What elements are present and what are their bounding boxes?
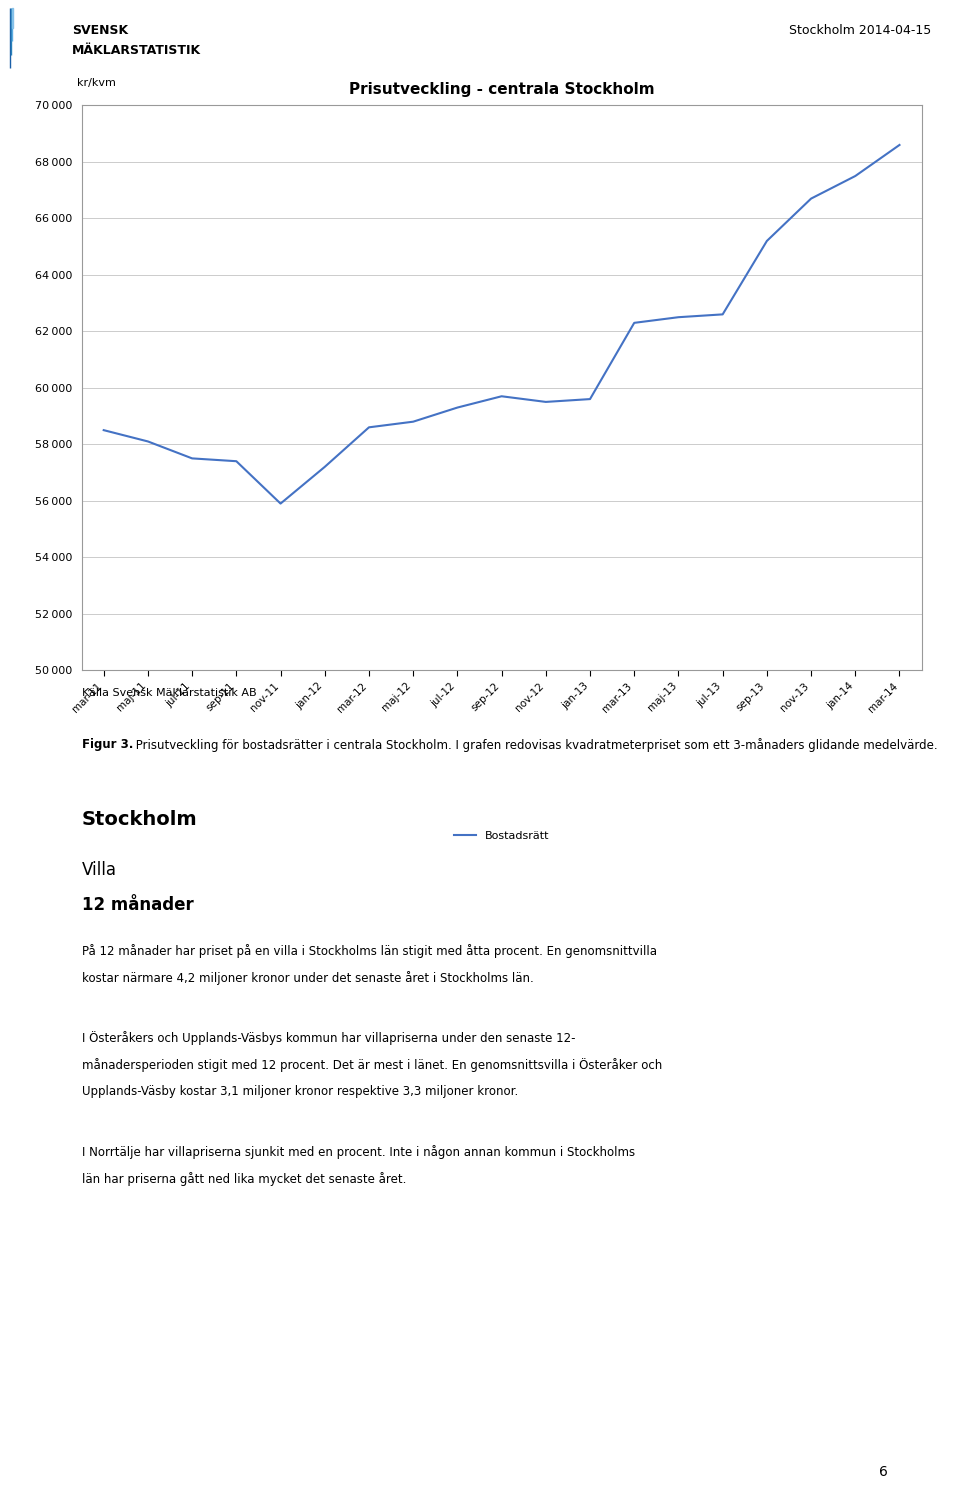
Text: kr/kvm: kr/kvm	[78, 78, 116, 89]
Text: Figur 3.: Figur 3.	[82, 738, 133, 751]
Title: Prisutveckling - centrala Stockholm: Prisutveckling - centrala Stockholm	[348, 83, 655, 98]
Text: Stockholm: Stockholm	[82, 810, 197, 830]
Text: Villa: Villa	[82, 861, 116, 880]
Text: Upplands-Väsby kostar 3,1 miljoner kronor respektive 3,3 miljoner kronor.: Upplands-Väsby kostar 3,1 miljoner krono…	[82, 1086, 517, 1098]
Legend: Bostadsrätt: Bostadsrätt	[449, 827, 554, 845]
Text: län har priserna gått ned lika mycket det senaste året.: län har priserna gått ned lika mycket de…	[82, 1172, 406, 1185]
Text: 12 månader: 12 månader	[82, 896, 193, 914]
Text: SVENSK: SVENSK	[72, 24, 128, 38]
Text: kostar närmare 4,2 miljoner kronor under det senaste året i Stockholms län.: kostar närmare 4,2 miljoner kronor under…	[82, 971, 534, 985]
Text: 6: 6	[878, 1465, 888, 1479]
Text: månadersperioden stigit med 12 procent. Det är mest i länet. En genomsnittsvilla: månadersperioden stigit med 12 procent. …	[82, 1059, 661, 1072]
Text: På 12 månader har priset på en villa i Stockholms län stigit med åtta procent. E: På 12 månader har priset på en villa i S…	[82, 944, 657, 958]
Text: Källa Svensk Mäklarstatistik AB: Källa Svensk Mäklarstatistik AB	[82, 688, 256, 699]
Text: Stockholm 2014-04-15: Stockholm 2014-04-15	[789, 24, 931, 38]
Text: MÄKLARSTATISTIK: MÄKLARSTATISTIK	[72, 44, 202, 57]
Text: I Österåkers och Upplands-Väsbys kommun har villapriserna under den senaste 12-: I Österåkers och Upplands-Väsbys kommun …	[82, 1032, 575, 1045]
Text: I Norrtälje har villapriserna sjunkit med en procent. Inte i någon annan kommun : I Norrtälje har villapriserna sjunkit me…	[82, 1145, 635, 1158]
Text: Prisutveckling för bostadsrätter i centrala Stockholm. I grafen redovisas kvadra: Prisutveckling för bostadsrätter i centr…	[132, 738, 937, 751]
